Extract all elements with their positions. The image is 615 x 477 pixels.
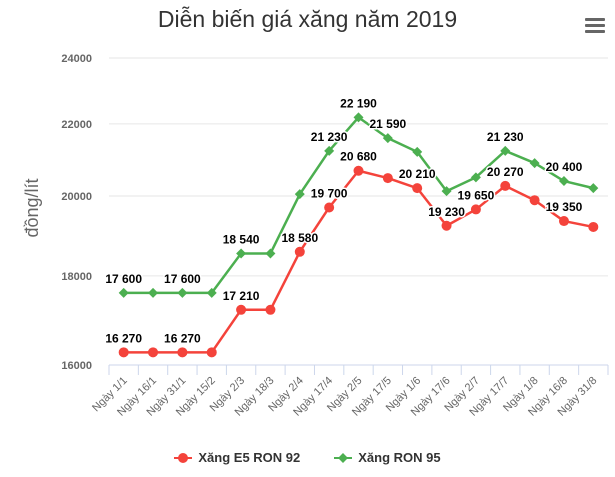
legend-item-ron95[interactable]: Xăng RON 95	[334, 450, 441, 465]
legend-label: Xăng RON 95	[358, 450, 441, 465]
data-label: 18 580	[281, 231, 318, 245]
data-point[interactable]	[324, 145, 335, 156]
y-axis-ticks: 16000 18000 20000 22000 24000	[61, 53, 92, 372]
data-point[interactable]	[265, 248, 276, 259]
legend-item-e5-ron92[interactable]: Xăng E5 RON 92	[174, 450, 300, 465]
hamburger-menu-icon[interactable]	[585, 18, 605, 36]
data-point[interactable]	[500, 145, 511, 156]
data-point[interactable]	[294, 246, 305, 257]
data-label: 19 650	[458, 188, 495, 202]
data-point[interactable]	[382, 173, 393, 184]
chart-title: Diễn biến giá xăng năm 2019	[157, 6, 458, 32]
series-lines	[118, 112, 599, 358]
data-label: 20 270	[487, 165, 524, 179]
data-label: 21 230	[311, 130, 348, 144]
data-label: 19 230	[428, 205, 465, 219]
data-point[interactable]	[529, 158, 540, 169]
data-label: 18 540	[223, 232, 260, 246]
data-point[interactable]	[177, 347, 188, 358]
data-label: 20 400	[546, 160, 583, 174]
data-label: 20 210	[399, 167, 436, 181]
data-label: 22 190	[340, 96, 377, 110]
data-label: 16 270	[105, 331, 142, 345]
y-tick-label: 24000	[61, 53, 92, 65]
data-point[interactable]	[588, 183, 599, 194]
line-chart: 16000 18000 20000 22000 24000 đồng/lít Ngày …	[22, 53, 609, 419]
data-point[interactable]	[412, 183, 423, 194]
data-label: 21 230	[487, 130, 524, 144]
data-point[interactable]	[441, 186, 452, 197]
data-point[interactable]	[558, 216, 569, 227]
legend-label: Xăng E5 RON 92	[198, 450, 301, 465]
data-point[interactable]	[588, 221, 599, 232]
y-tick-label: 22000	[61, 119, 92, 131]
y-tick-label: 18000	[61, 271, 92, 283]
data-point[interactable]	[353, 165, 364, 176]
y-tick-label: 20000	[61, 191, 92, 203]
data-label: 16 270	[164, 331, 201, 345]
data-label: 21 590	[370, 117, 407, 131]
data-point[interactable]	[470, 204, 481, 215]
data-label: 17 600	[105, 272, 142, 286]
data-point[interactable]	[236, 248, 247, 259]
data-label: 19 700	[311, 186, 348, 200]
data-point[interactable]	[382, 133, 393, 144]
y-axis-title: đồng/lít	[22, 178, 42, 237]
data-label: 17 210	[223, 289, 260, 303]
data-point[interactable]	[441, 220, 452, 231]
data-point[interactable]	[294, 189, 305, 200]
data-point[interactable]	[353, 112, 364, 123]
data-label: 17 600	[164, 272, 201, 286]
data-point[interactable]	[412, 146, 423, 157]
data-label: 20 680	[340, 150, 377, 164]
data-point[interactable]	[500, 180, 511, 191]
data-point[interactable]	[118, 347, 129, 358]
data-point[interactable]	[206, 287, 217, 298]
data-point[interactable]	[118, 287, 129, 298]
data-point[interactable]	[177, 287, 188, 298]
data-label: 19 350	[546, 200, 583, 214]
data-labels: 16 270 16 270 17 210 18 580 19 700 20 680 20 2…	[104, 95, 584, 347]
data-point[interactable]	[529, 195, 540, 206]
data-point[interactable]	[148, 347, 159, 358]
data-point[interactable]	[236, 304, 247, 315]
diamond-marker-icon	[334, 452, 353, 463]
y-tick-label: 16000	[61, 360, 92, 372]
data-point[interactable]	[265, 304, 276, 315]
data-point[interactable]	[148, 287, 159, 298]
data-point[interactable]	[206, 347, 217, 358]
data-point[interactable]	[324, 202, 335, 213]
legend: Xăng E5 RON 92 Xăng RON 95	[0, 450, 615, 465]
circle-marker-icon	[174, 452, 193, 463]
data-point[interactable]	[470, 172, 481, 183]
data-point[interactable]	[558, 176, 569, 187]
